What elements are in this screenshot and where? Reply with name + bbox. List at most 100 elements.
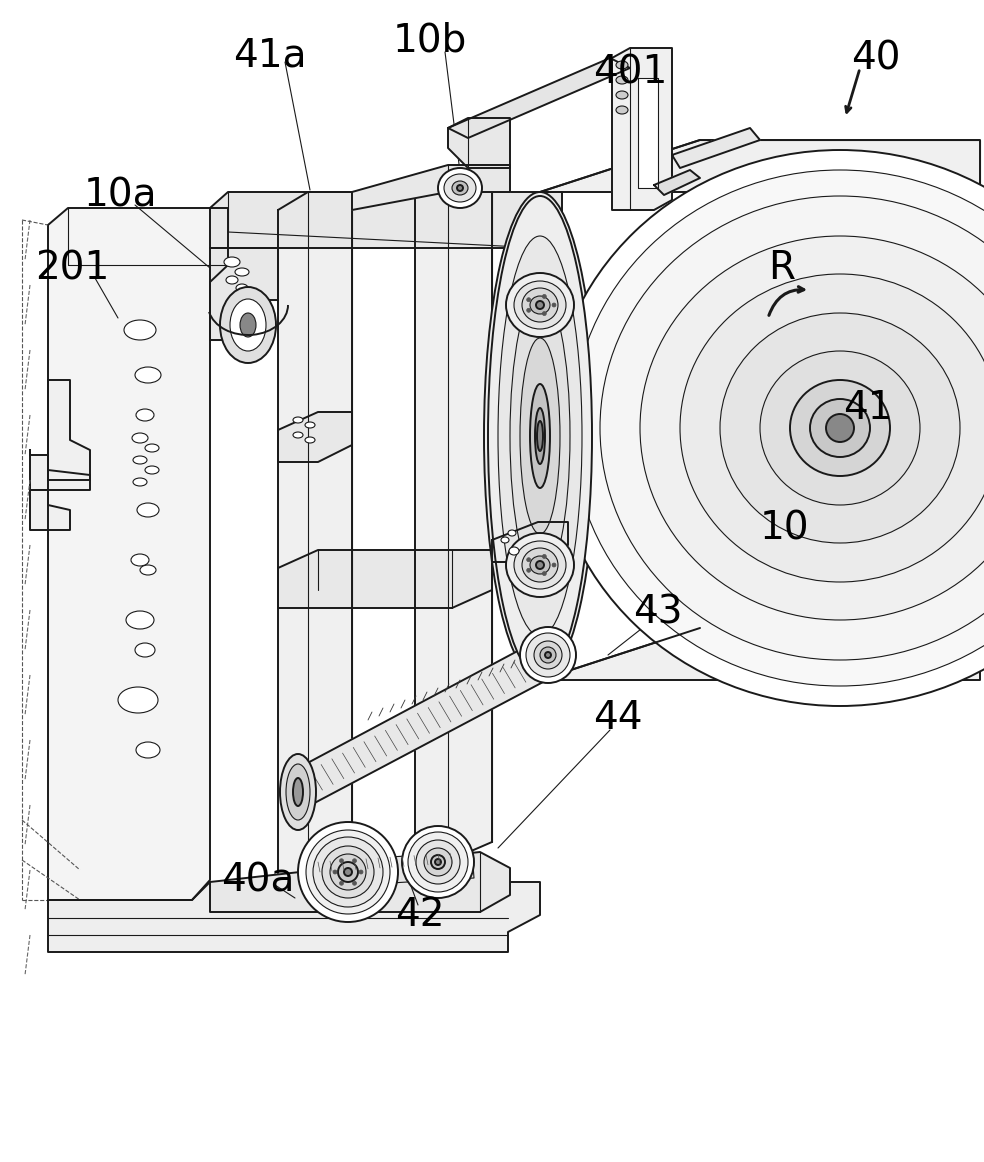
Text: 41: 41 [843, 389, 892, 426]
Ellipse shape [118, 687, 158, 713]
Ellipse shape [535, 408, 545, 464]
Text: R: R [769, 249, 795, 287]
Ellipse shape [298, 822, 398, 921]
Ellipse shape [339, 859, 343, 862]
Ellipse shape [131, 554, 149, 566]
Ellipse shape [124, 320, 156, 340]
Ellipse shape [322, 846, 374, 898]
Ellipse shape [542, 572, 546, 575]
Text: 40: 40 [851, 40, 900, 77]
Ellipse shape [286, 763, 310, 820]
Ellipse shape [224, 257, 240, 267]
Ellipse shape [402, 826, 474, 898]
Ellipse shape [526, 308, 530, 313]
Ellipse shape [514, 281, 566, 329]
Ellipse shape [520, 627, 576, 683]
Ellipse shape [760, 351, 920, 505]
Text: 44: 44 [593, 700, 643, 737]
Ellipse shape [137, 503, 159, 517]
Polygon shape [210, 248, 278, 340]
Text: 43: 43 [634, 593, 683, 631]
Ellipse shape [338, 862, 358, 882]
Ellipse shape [542, 554, 546, 559]
Polygon shape [30, 490, 70, 530]
Ellipse shape [352, 881, 356, 885]
Polygon shape [415, 168, 492, 858]
Ellipse shape [526, 297, 530, 302]
Ellipse shape [240, 313, 256, 337]
Ellipse shape [126, 611, 154, 629]
Ellipse shape [359, 870, 363, 874]
Ellipse shape [530, 383, 550, 488]
Ellipse shape [494, 231, 586, 641]
Ellipse shape [136, 409, 154, 421]
Ellipse shape [305, 437, 315, 443]
Polygon shape [352, 165, 510, 210]
Text: 10b: 10b [393, 21, 467, 59]
Ellipse shape [236, 284, 248, 292]
Ellipse shape [452, 181, 468, 195]
Ellipse shape [498, 236, 582, 636]
Ellipse shape [293, 779, 303, 806]
Ellipse shape [135, 643, 155, 657]
Ellipse shape [640, 236, 984, 621]
Ellipse shape [135, 367, 161, 383]
Ellipse shape [333, 870, 337, 874]
Ellipse shape [344, 868, 352, 876]
Polygon shape [492, 522, 568, 562]
Ellipse shape [306, 830, 390, 914]
Ellipse shape [145, 466, 159, 474]
Ellipse shape [526, 568, 530, 573]
Polygon shape [448, 58, 630, 138]
Polygon shape [48, 882, 540, 952]
Ellipse shape [313, 837, 383, 908]
Polygon shape [638, 78, 658, 188]
Ellipse shape [230, 299, 266, 351]
Ellipse shape [520, 338, 560, 535]
Ellipse shape [542, 311, 546, 316]
Polygon shape [48, 208, 228, 901]
Polygon shape [540, 139, 980, 192]
Ellipse shape [616, 91, 628, 99]
Text: 401: 401 [592, 53, 667, 91]
Ellipse shape [526, 558, 530, 561]
Ellipse shape [293, 432, 303, 438]
Ellipse shape [514, 541, 566, 589]
Ellipse shape [424, 848, 452, 876]
Ellipse shape [408, 832, 468, 892]
Ellipse shape [680, 274, 984, 582]
Ellipse shape [435, 859, 441, 865]
Ellipse shape [431, 855, 445, 869]
Ellipse shape [133, 478, 147, 486]
Ellipse shape [790, 380, 890, 476]
Text: 40a: 40a [221, 861, 294, 899]
Ellipse shape [616, 106, 628, 114]
Ellipse shape [572, 170, 984, 686]
Ellipse shape [616, 76, 628, 84]
Polygon shape [278, 413, 352, 462]
Polygon shape [448, 119, 510, 168]
Polygon shape [540, 627, 980, 680]
Ellipse shape [506, 273, 574, 337]
Ellipse shape [330, 854, 366, 890]
Text: 42: 42 [396, 896, 445, 934]
Polygon shape [210, 852, 510, 912]
Polygon shape [672, 128, 760, 168]
Ellipse shape [339, 881, 343, 885]
Polygon shape [210, 192, 562, 248]
Ellipse shape [416, 840, 460, 884]
Polygon shape [308, 852, 474, 888]
Ellipse shape [444, 174, 476, 202]
Ellipse shape [600, 196, 984, 660]
Ellipse shape [293, 417, 303, 423]
Ellipse shape [457, 185, 463, 191]
Ellipse shape [536, 561, 544, 569]
Ellipse shape [133, 456, 147, 464]
Ellipse shape [530, 555, 550, 574]
Ellipse shape [235, 268, 249, 277]
Text: 10a: 10a [84, 175, 156, 214]
Ellipse shape [145, 444, 159, 452]
Ellipse shape [552, 564, 556, 567]
Polygon shape [612, 48, 672, 210]
Ellipse shape [220, 287, 276, 363]
